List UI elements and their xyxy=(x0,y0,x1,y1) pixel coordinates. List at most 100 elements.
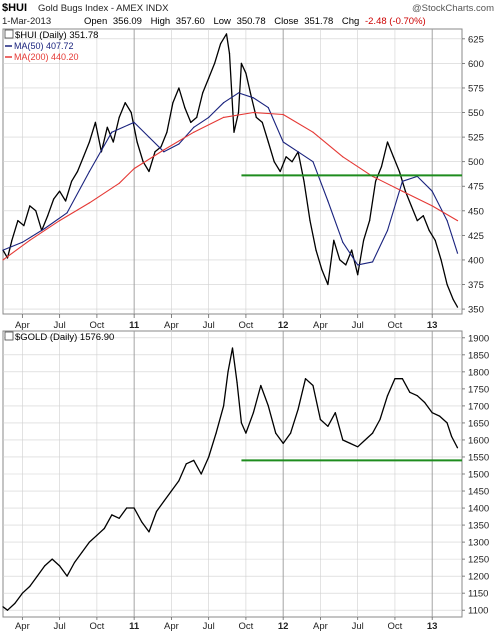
y-tick-label: 350 xyxy=(468,305,484,316)
data-point xyxy=(124,102,126,104)
y-tick-label: 1150 xyxy=(468,589,488,600)
data-point xyxy=(327,283,329,286)
y-tick-label: 1750 xyxy=(468,384,489,395)
data-point xyxy=(401,190,403,192)
x-tick-label: 13 xyxy=(427,320,438,331)
data-point xyxy=(223,116,225,118)
data-point xyxy=(133,507,135,509)
data-point xyxy=(200,473,202,475)
data-point xyxy=(220,43,222,45)
data-point xyxy=(439,415,441,417)
data-point xyxy=(386,141,389,143)
data-point xyxy=(431,205,433,207)
y-tick-label: 1850 xyxy=(468,350,489,361)
data-point xyxy=(96,534,98,536)
data-point xyxy=(446,220,448,222)
data-point xyxy=(446,422,448,424)
y-tick-label: 525 xyxy=(468,133,484,144)
data-point xyxy=(88,170,90,173)
data-point xyxy=(29,205,31,207)
data-point xyxy=(363,239,365,241)
data-point xyxy=(208,456,210,458)
data-point xyxy=(6,609,9,611)
data-point xyxy=(82,156,85,158)
data-point xyxy=(6,257,9,259)
data-point xyxy=(106,126,108,128)
data-point xyxy=(431,412,433,414)
data-point xyxy=(342,156,344,158)
data-point xyxy=(333,239,335,241)
data-point xyxy=(88,141,90,143)
data-point xyxy=(290,432,292,434)
data-point xyxy=(372,432,374,434)
data-point xyxy=(398,170,400,173)
data-point xyxy=(309,220,311,222)
quote-close-label: Close xyxy=(274,16,298,27)
header-date: 1-Mar-2013 xyxy=(2,16,51,27)
legend: $GOLD (Daily) 1576.90 xyxy=(4,331,114,343)
legend-box xyxy=(4,29,14,39)
data-point xyxy=(215,432,217,434)
data-point xyxy=(178,143,180,145)
x-tick-label: Jul xyxy=(54,621,66,632)
data-point xyxy=(44,227,46,230)
data-point xyxy=(231,347,234,349)
quote-chg-label: Chg xyxy=(342,16,359,27)
data-point xyxy=(273,161,275,163)
data-point xyxy=(35,210,37,212)
x-tick-label: Apr xyxy=(313,621,328,632)
data-point xyxy=(394,378,396,380)
data-point xyxy=(53,198,55,200)
x-tick-label: Jul xyxy=(203,320,215,331)
data-point xyxy=(252,97,254,99)
quote-chg-value: -2.48 (-0.70%) xyxy=(365,16,426,27)
data-point xyxy=(160,146,162,148)
data-point xyxy=(133,121,135,123)
data-point xyxy=(208,77,210,79)
data-point xyxy=(456,447,459,449)
data-point xyxy=(118,182,120,184)
header-symbol: $HUI xyxy=(2,2,27,14)
quote-low-value: 350.78 xyxy=(237,16,266,27)
plot-frame xyxy=(2,28,463,315)
data-point xyxy=(193,459,195,461)
data-point xyxy=(76,170,79,173)
data-point xyxy=(66,575,68,577)
data-point xyxy=(142,161,144,163)
data-point xyxy=(424,401,426,404)
data-point xyxy=(282,113,284,116)
data-point xyxy=(240,62,242,64)
legend-box xyxy=(4,331,14,341)
data-point xyxy=(118,517,120,519)
data-point xyxy=(88,202,90,204)
y-tick-label: 625 xyxy=(468,34,484,45)
data-point xyxy=(327,200,329,202)
data-point xyxy=(285,156,287,158)
data-point xyxy=(73,561,76,564)
data-point xyxy=(297,151,299,153)
data-point xyxy=(185,463,187,465)
data-point xyxy=(255,116,257,118)
data-point xyxy=(312,131,314,133)
x-tick-label: Jul xyxy=(203,621,215,632)
x-tick-label: Oct xyxy=(388,320,403,331)
data-point xyxy=(375,180,377,182)
data-point xyxy=(2,606,4,608)
data-point xyxy=(416,395,418,397)
data-point xyxy=(304,378,307,380)
x-tick-label: Oct xyxy=(388,621,403,632)
header-index-name: Gold Bugs Index - AMEX INDX xyxy=(38,3,169,14)
data-point xyxy=(148,531,150,533)
data-point xyxy=(409,391,411,393)
data-point xyxy=(261,121,263,123)
data-point xyxy=(386,395,389,397)
y-tick-label: 575 xyxy=(468,83,484,94)
data-point xyxy=(401,378,403,380)
data-point xyxy=(372,261,374,263)
data-point xyxy=(240,422,242,424)
data-point xyxy=(236,381,238,383)
x-tick-label: Oct xyxy=(239,320,254,331)
data-point xyxy=(126,507,128,509)
data-point xyxy=(315,249,317,251)
